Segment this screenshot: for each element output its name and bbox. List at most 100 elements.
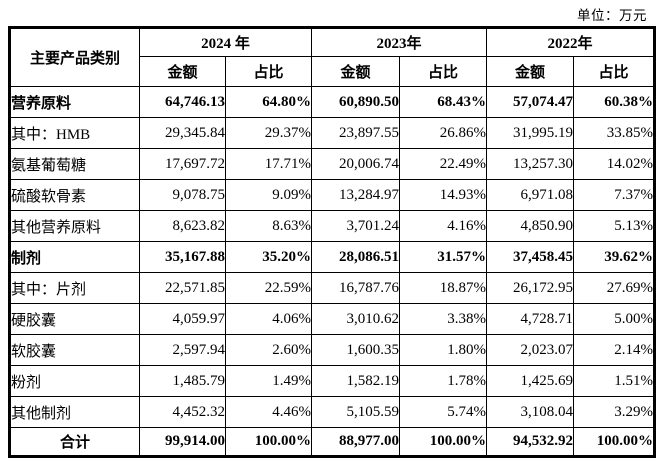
ratio-cell: 17.71% xyxy=(224,148,313,180)
year-header-2024: 2024 年 xyxy=(138,27,313,57)
product-revenue-table: 主要产品类别 2024 年 2023年 2022年 金额 占比 金额 占比 金额… xyxy=(8,26,657,458)
amount-header: 金额 xyxy=(486,56,575,87)
amount-cell: 13,284.97 xyxy=(311,179,401,211)
row-label: 软胶囊 xyxy=(9,334,140,366)
amount-cell: 57,074.47 xyxy=(486,86,575,118)
amount-cell: 64,746.13 xyxy=(139,86,226,118)
amount-cell: 1,485.79 xyxy=(139,365,226,397)
row-label: 其他营养原料 xyxy=(9,210,140,242)
ratio-cell: 1.51% xyxy=(573,365,656,397)
amount-cell: 88,977.00 xyxy=(311,427,401,457)
amount-cell: 1,425.69 xyxy=(486,365,575,397)
year-header-2023: 2023年 xyxy=(311,27,488,57)
amount-cell: 17,697.72 xyxy=(139,148,226,180)
row-label: 硫酸软骨素 xyxy=(9,179,140,211)
amount-cell: 29,345.84 xyxy=(139,117,226,149)
amount-cell: 4,452.32 xyxy=(139,396,226,428)
ratio-cell: 39.62% xyxy=(573,241,656,273)
amount-cell: 35,167.88 xyxy=(139,241,226,273)
ratio-cell: 26.86% xyxy=(399,117,488,149)
unit-label: 单位：万元 xyxy=(577,8,647,23)
ratio-cell: 1.80% xyxy=(399,334,488,366)
amount-cell: 4,059.97 xyxy=(139,303,226,335)
amount-cell: 4,850.90 xyxy=(486,210,575,242)
ratio-cell: 22.49% xyxy=(399,148,488,180)
ratio-header: 占比 xyxy=(224,56,313,87)
table-row: 粉剂 1,485.79 1.49% 1,582.19 1.78% 1,425.69 1.51… xyxy=(9,365,656,397)
amount-cell: 1,582.19 xyxy=(311,365,401,397)
amount-header: 金额 xyxy=(311,56,401,87)
row-label: 营养原料 xyxy=(9,86,140,118)
table-row: 其中：HMB 29,345.84 29.37% 23,897.55 26.86% 31,9… xyxy=(9,117,656,149)
row-label: 其他制剂 xyxy=(9,396,140,428)
ratio-cell: 14.93% xyxy=(399,179,488,211)
row-label: 其中：片剂 xyxy=(9,272,140,304)
amount-cell: 26,172.95 xyxy=(486,272,575,304)
ratio-cell: 7.37% xyxy=(573,179,656,211)
row-label: 制剂 xyxy=(9,241,140,273)
amount-cell: 13,257.30 xyxy=(486,148,575,180)
amount-cell: 28,086.51 xyxy=(311,241,401,273)
total-label: 合计 xyxy=(9,427,140,457)
ratio-cell: 100.00% xyxy=(399,427,488,457)
ratio-cell: 18.87% xyxy=(399,272,488,304)
amount-cell: 22,571.85 xyxy=(139,272,226,304)
ratio-cell: 35.20% xyxy=(224,241,313,273)
table-row: 硬胶囊 4,059.97 4.06% 3,010.62 3.38% 4,728.71 5.0… xyxy=(9,303,656,335)
amount-cell: 5,105.59 xyxy=(311,396,401,428)
row-label: 硬胶囊 xyxy=(9,303,140,335)
amount-cell: 99,914.00 xyxy=(139,427,226,457)
ratio-cell: 4.06% xyxy=(224,303,313,335)
amount-cell: 16,787.76 xyxy=(311,272,401,304)
ratio-header: 占比 xyxy=(399,56,488,87)
amount-cell: 94,532.92 xyxy=(486,427,575,457)
ratio-cell: 3.38% xyxy=(399,303,488,335)
table-row: 制剂 35,167.88 35.20% 28,086.51 31.57% 37,458.4… xyxy=(9,241,656,273)
ratio-cell: 14.02% xyxy=(573,148,656,180)
table-row: 营养原料 64,746.13 64.80% 60,890.50 68.43% 57,074… xyxy=(9,86,656,118)
table-row: 其中：片剂 22,571.85 22.59% 16,787.76 18.87% 26,17… xyxy=(9,272,656,304)
table-header-subcolumns: 金额 占比 金额 占比 金额 占比 xyxy=(10,56,656,87)
ratio-cell: 68.43% xyxy=(399,86,488,118)
amount-cell: 1,600.35 xyxy=(311,334,401,366)
ratio-cell: 9.09% xyxy=(224,179,313,211)
ratio-cell: 8.63% xyxy=(224,210,313,242)
row-label: 氨基葡萄糖 xyxy=(9,148,140,180)
ratio-cell: 1.49% xyxy=(224,365,313,397)
amount-cell: 20,006.74 xyxy=(311,148,401,180)
ratio-cell: 31.57% xyxy=(399,241,488,273)
ratio-cell: 1.78% xyxy=(399,365,488,397)
amount-cell: 60,890.50 xyxy=(311,86,401,118)
ratio-cell: 22.59% xyxy=(224,272,313,304)
table-row: 软胶囊 2,597.94 2.60% 1,600.35 1.80% 2,023.07 2.1… xyxy=(9,334,656,366)
ratio-cell: 29.37% xyxy=(224,117,313,149)
ratio-cell: 4.16% xyxy=(399,210,488,242)
ratio-cell: 60.38% xyxy=(573,86,656,118)
table-row: 硫酸软骨素 9,078.75 9.09% 13,284.97 14.93% 6,971.0… xyxy=(9,179,656,211)
ratio-cell: 100.00% xyxy=(224,427,313,457)
ratio-cell: 33.85% xyxy=(573,117,656,149)
amount-header: 金额 xyxy=(139,56,226,87)
amount-cell: 2,597.94 xyxy=(139,334,226,366)
ratio-cell: 3.29% xyxy=(573,396,656,428)
ratio-cell: 100.00% xyxy=(573,427,656,457)
row-label: 其中：HMB xyxy=(9,117,140,149)
amount-cell: 8,623.82 xyxy=(139,210,226,242)
ratio-cell: 5.00% xyxy=(573,303,656,335)
ratio-cell: 5.13% xyxy=(573,210,656,242)
table-row: 氨基葡萄糖 17,697.72 17.71% 20,006.74 22.49% 13,25… xyxy=(9,148,656,180)
ratio-cell: 64.80% xyxy=(224,86,313,118)
table-row: 其他营养原料 8,623.82 8.63% 3,701.24 4.16% 4,850.90… xyxy=(9,210,656,242)
ratio-cell: 5.74% xyxy=(399,396,488,428)
amount-cell: 23,897.55 xyxy=(311,117,401,149)
ratio-cell: 4.46% xyxy=(224,396,313,428)
amount-cell: 37,458.45 xyxy=(486,241,575,273)
amount-cell: 9,078.75 xyxy=(139,179,226,211)
table-row: 合计 99,914.00 100.00% 88,977.00 100.00% 94,532… xyxy=(9,427,656,457)
amount-cell: 31,995.19 xyxy=(486,117,575,149)
ratio-header: 占比 xyxy=(573,56,656,87)
row-label: 粉剂 xyxy=(9,365,140,397)
amount-cell: 3,010.62 xyxy=(311,303,401,335)
year-header-2022: 2022年 xyxy=(486,27,656,57)
